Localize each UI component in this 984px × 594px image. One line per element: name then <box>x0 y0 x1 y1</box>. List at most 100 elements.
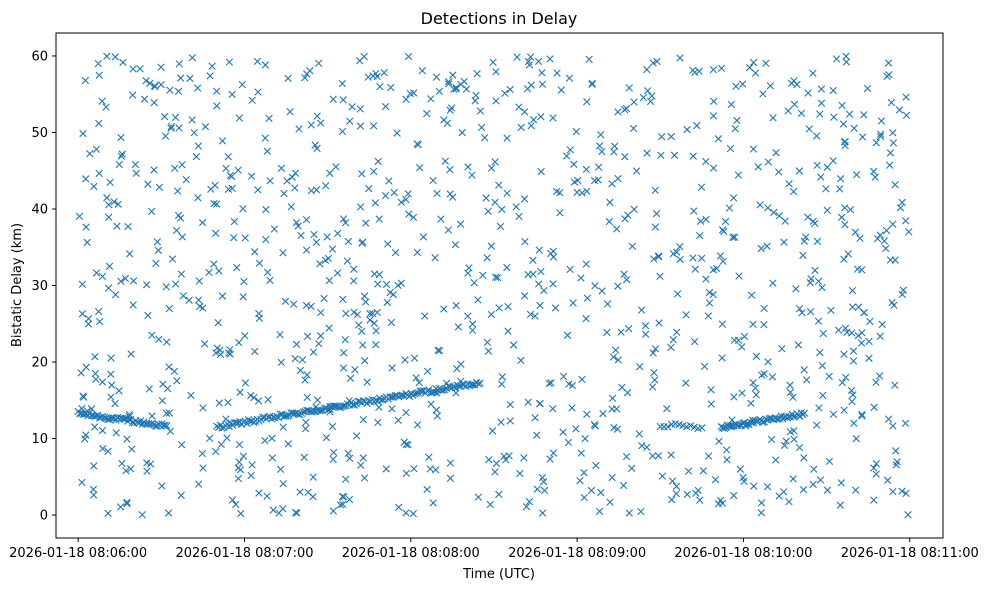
data-point <box>565 380 573 388</box>
data-point <box>531 312 539 320</box>
data-point <box>81 435 89 443</box>
data-point <box>890 301 898 310</box>
data-point <box>891 256 899 264</box>
data-point <box>889 220 897 228</box>
data-point <box>785 180 793 188</box>
data-point <box>160 112 169 121</box>
data-point <box>431 254 439 262</box>
data-point <box>155 335 163 344</box>
data-point <box>195 277 203 285</box>
data-point <box>150 166 158 174</box>
data-point <box>375 215 383 223</box>
data-point <box>228 90 236 99</box>
data-point <box>107 414 115 422</box>
data-point <box>423 367 432 376</box>
data-point <box>520 454 528 462</box>
data-point <box>484 347 493 355</box>
data-point <box>730 393 738 401</box>
data-point <box>876 132 885 141</box>
data-point <box>578 189 586 197</box>
data-point <box>83 238 91 247</box>
x-tick-label: 2026-01-18 08:06:00 <box>9 546 147 561</box>
data-point <box>840 204 849 212</box>
data-point <box>758 371 766 379</box>
data-point <box>538 473 547 482</box>
data-point <box>760 304 768 313</box>
data-point <box>800 366 808 374</box>
data-point <box>669 336 677 344</box>
data-point <box>497 418 505 426</box>
data-point <box>122 467 130 475</box>
data-point <box>357 327 366 335</box>
data-point <box>340 349 348 357</box>
data-point <box>629 124 638 133</box>
data-point <box>372 341 380 349</box>
data-point <box>114 200 122 209</box>
data-point <box>700 362 709 371</box>
data-point <box>344 237 353 246</box>
data-point <box>873 235 882 243</box>
data-point <box>657 133 666 141</box>
data-point <box>89 485 98 494</box>
data-point <box>208 62 216 70</box>
data-point <box>380 69 388 77</box>
data-point <box>686 421 695 430</box>
data-point <box>211 447 220 456</box>
data-point <box>756 201 764 209</box>
data-point <box>78 280 87 289</box>
data-point <box>106 178 114 187</box>
data-point <box>294 222 302 230</box>
data-point <box>658 472 667 480</box>
data-point <box>760 320 768 329</box>
data-point <box>360 474 369 482</box>
data-point <box>614 108 622 116</box>
data-point <box>151 83 159 91</box>
data-point <box>818 283 826 292</box>
data-point <box>810 465 818 473</box>
data-point <box>329 448 338 457</box>
data-point <box>630 98 638 106</box>
data-point <box>689 254 697 262</box>
data-point <box>865 337 873 346</box>
data-point <box>356 122 365 130</box>
data-point <box>283 177 291 185</box>
data-point <box>751 69 760 77</box>
data-point <box>809 69 817 78</box>
data-point <box>487 310 495 319</box>
data-point <box>484 207 492 215</box>
data-point <box>690 207 698 215</box>
data-point <box>901 419 910 428</box>
data-point <box>641 322 650 330</box>
data-point <box>373 72 381 81</box>
data-point <box>882 226 891 235</box>
data-point <box>830 113 838 121</box>
data-point <box>699 467 708 475</box>
data-point <box>849 357 858 365</box>
data-point <box>390 188 398 197</box>
data-point <box>727 100 735 109</box>
data-point <box>371 199 380 207</box>
data-point <box>171 280 180 288</box>
data-point <box>79 392 87 400</box>
data-point <box>740 332 749 341</box>
data-point <box>716 252 725 260</box>
data-point <box>186 74 194 83</box>
data-point <box>269 506 277 514</box>
data-point <box>95 169 103 178</box>
data-point <box>140 95 149 103</box>
data-point <box>148 331 156 339</box>
data-point <box>807 275 815 283</box>
data-point <box>577 274 585 282</box>
data-point <box>427 95 435 103</box>
data-point <box>817 173 825 181</box>
data-point <box>233 263 241 272</box>
data-point <box>780 441 789 450</box>
data-point <box>790 100 799 109</box>
data-point <box>595 507 604 516</box>
data-point <box>800 454 808 462</box>
data-point <box>760 370 768 378</box>
data-point <box>845 110 854 118</box>
data-point <box>339 364 348 372</box>
